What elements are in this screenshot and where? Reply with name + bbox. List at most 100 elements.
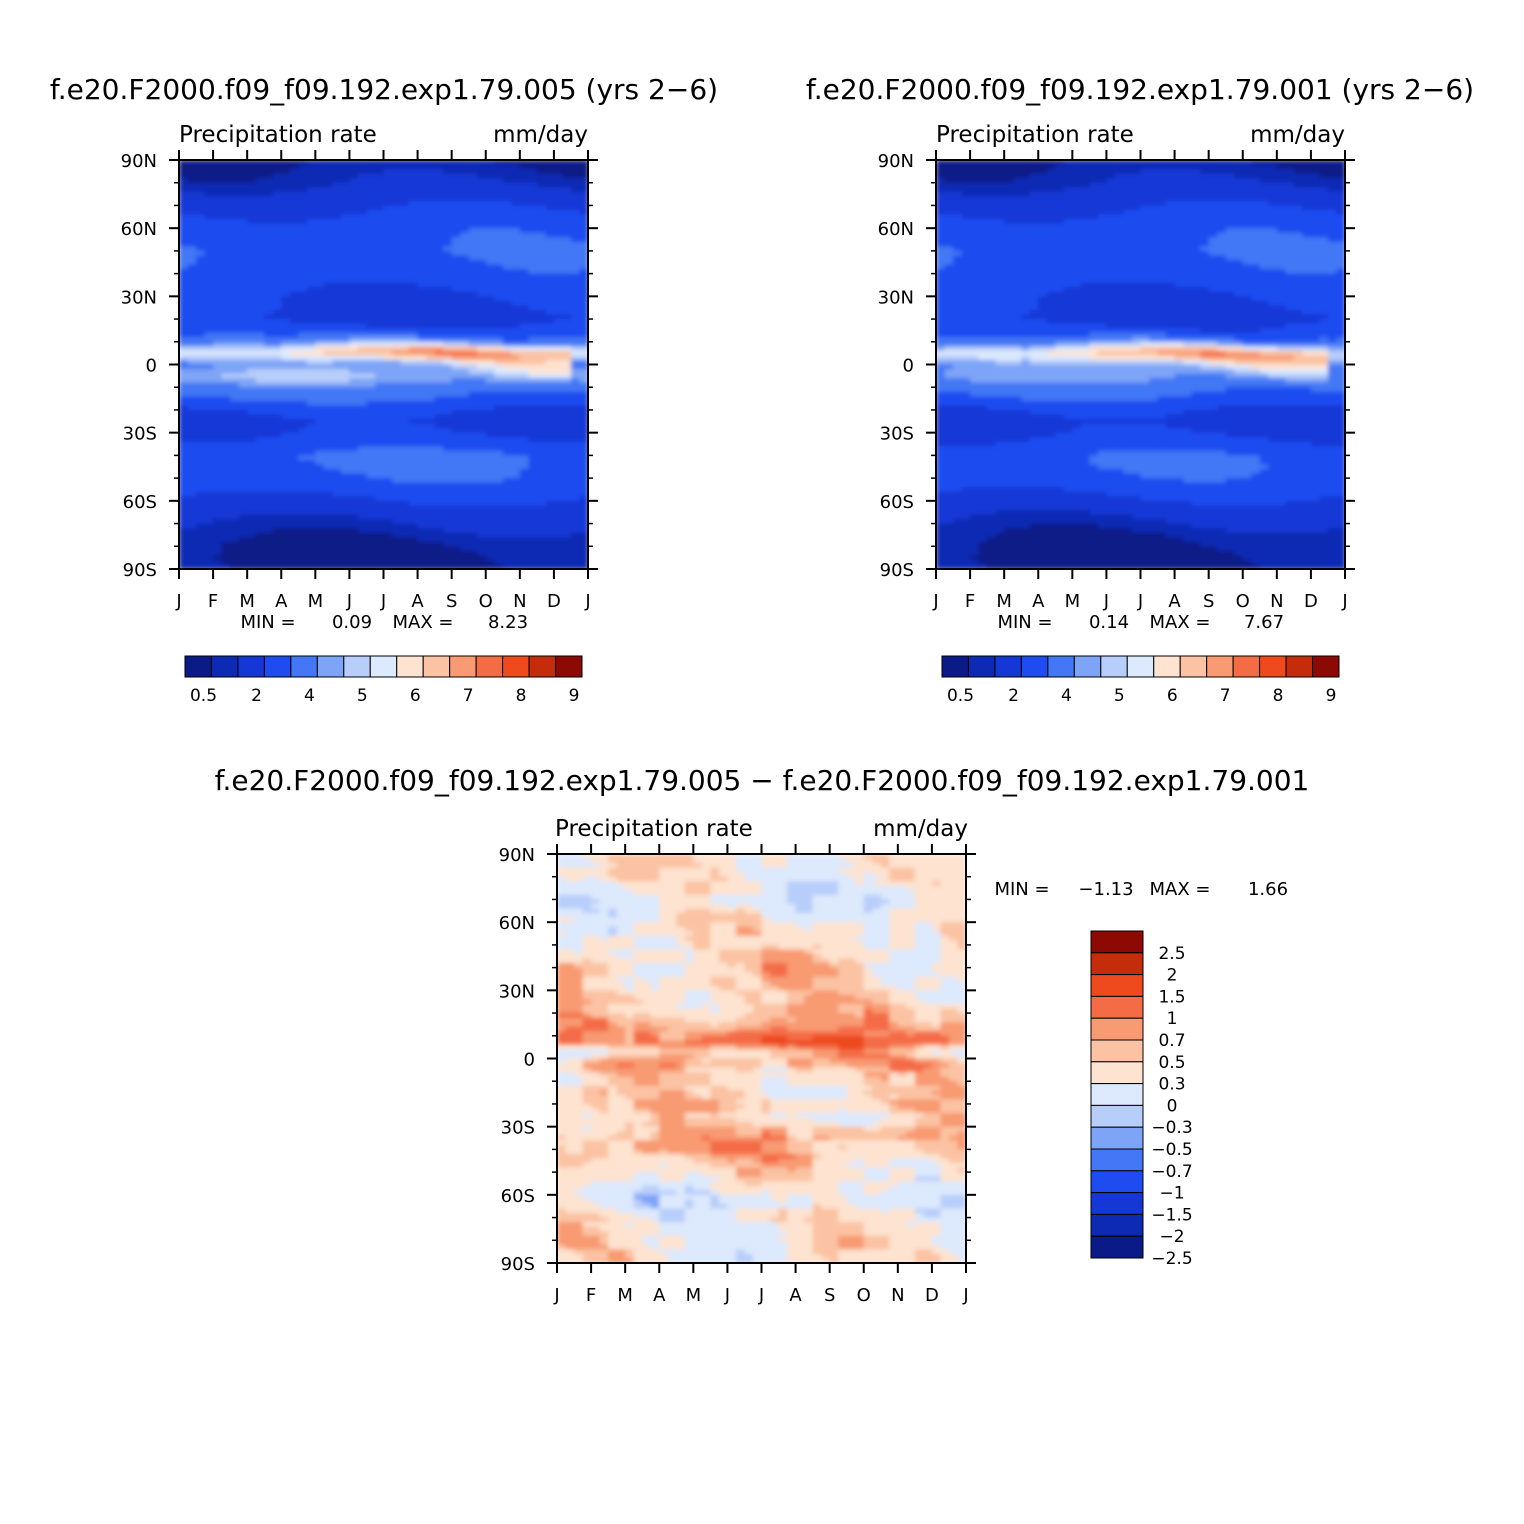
colorbar-swatch (1259, 655, 1287, 678)
colorbar-label: 2 (1167, 966, 1178, 986)
y-tick-label: 30S (123, 424, 157, 445)
x-tick-label: J (758, 1285, 764, 1306)
min-label: MIN = (997, 612, 1052, 633)
y-tick-label: 90N (121, 151, 157, 172)
x-tick-label: A (653, 1285, 666, 1306)
colorbar-swatch (967, 655, 996, 678)
y-tick-label: 60N (121, 219, 157, 240)
x-tick-label: O (1236, 591, 1250, 612)
x-tick-label: S (824, 1285, 835, 1306)
x-tick-label: S (1203, 591, 1214, 612)
contour-field (936, 160, 1345, 569)
colorbar-label: 8 (516, 686, 527, 706)
y-tick-label: 90S (880, 560, 914, 581)
x-tick-label: J (1137, 591, 1143, 612)
x-tick-label: J (175, 591, 181, 612)
x-tick-label: D (547, 591, 561, 612)
x-tick-label: F (586, 1285, 596, 1306)
x-tick-label: J (724, 1285, 730, 1306)
y-tick-label: 90S (123, 560, 157, 581)
y-tick-label: 60N (499, 913, 535, 934)
x-tick-label: J (932, 591, 938, 612)
panel-title: f.e20.F2000.f09_f09.192.exp1.79.001 (yrs… (806, 73, 1474, 106)
panel-title: f.e20.F2000.f09_f09.192.exp1.79.005 (yrs… (50, 73, 718, 106)
x-tick-label: N (513, 591, 526, 612)
colorbar-swatch (1090, 1017, 1144, 1041)
colorbar-label: 5 (357, 686, 368, 706)
colorbar-swatch (1090, 1104, 1144, 1128)
colorbar-swatch (1047, 655, 1075, 678)
y-tick-label: 90N (499, 845, 535, 866)
x-tick-label: A (411, 591, 424, 612)
colorbar-swatch (1090, 1192, 1144, 1215)
y-tick-label: 0 (524, 1050, 535, 1071)
colorbar-label: 7 (1220, 686, 1231, 706)
max-value: 7.67 (1244, 612, 1284, 633)
colorbar-swatch (369, 655, 398, 678)
x-tick-label: A (1168, 591, 1181, 612)
colorbar-swatch (994, 655, 1022, 678)
contour-field (557, 854, 966, 1263)
colorbar-swatch (316, 655, 345, 678)
max-label: MAX = (1150, 879, 1211, 900)
colorbar-label: 1 (1167, 1009, 1178, 1029)
min-label: MIN = (240, 612, 295, 633)
colorbar-label: 2 (251, 686, 262, 706)
x-tick-label: M (996, 591, 1012, 612)
colorbar-label: −1.5 (1151, 1205, 1192, 1225)
y-tick-label: 30S (880, 424, 914, 445)
colorbar-swatch (1285, 655, 1314, 678)
colorbar-swatch (343, 655, 371, 678)
colorbar-label: 2 (1008, 686, 1019, 706)
x-tick-label: J (1341, 591, 1347, 612)
colorbar-swatch (1090, 1061, 1144, 1085)
colorbar-label: 0 (1167, 1096, 1178, 1116)
x-tick-label: D (925, 1285, 939, 1306)
x-tick-label: M (239, 591, 255, 612)
x-tick-label: N (1270, 591, 1283, 612)
y-tick-label: 0 (903, 356, 914, 377)
colorbar-label: 9 (1326, 686, 1337, 706)
x-tick-label: D (1304, 591, 1318, 612)
colorbar-swatch (1206, 655, 1234, 678)
colorbar-label: 0.7 (1158, 1031, 1185, 1051)
colorbar-swatch (502, 655, 530, 678)
variable-label: Precipitation rate (555, 816, 753, 842)
colorbar-swatch (528, 655, 557, 678)
colorbar: 0.5 2 4 5 6 7 8 9 (184, 655, 583, 706)
panel-title: f.e20.F2000.f09_f09.192.exp1.79.005 − f.… (215, 764, 1310, 797)
x-tick-label: J (1103, 591, 1109, 612)
colorbar-swatch (1090, 1235, 1144, 1259)
colorbar-swatch (1153, 655, 1181, 678)
colorbar-label: 0.5 (1158, 1053, 1185, 1073)
max-value: 1.66 (1248, 879, 1288, 900)
colorbar-label: −2 (1159, 1227, 1184, 1247)
colorbar-swatch (1090, 1126, 1144, 1150)
x-tick-label: M (308, 591, 324, 612)
colorbar-swatch (1090, 952, 1144, 976)
min-value: −1.13 (1078, 879, 1133, 900)
y-tick-label: 60S (880, 492, 914, 513)
y-tick-label: 0 (146, 356, 157, 377)
colorbar-swatch (1090, 974, 1144, 997)
x-tick-label: A (789, 1285, 802, 1306)
x-tick-label: O (857, 1285, 871, 1306)
y-tick-label: 60S (123, 492, 157, 513)
min-label: MIN = (994, 879, 1049, 900)
colorbar-swatch (449, 655, 477, 678)
colorbar-label: 6 (410, 686, 421, 706)
x-tick-label: J (553, 1285, 559, 1306)
variable-label: Precipitation rate (936, 122, 1134, 148)
x-tick-label: A (275, 591, 288, 612)
colorbar-swatch (1090, 1170, 1144, 1194)
colorbar-label: 6 (1167, 686, 1178, 706)
min-value: 0.14 (1089, 612, 1129, 633)
units-label: mm/day (873, 816, 968, 842)
x-tick-label: F (965, 591, 975, 612)
units-label: mm/day (493, 122, 588, 148)
colorbar-swatch (1179, 655, 1208, 678)
x-tick-label: J (962, 1285, 968, 1306)
